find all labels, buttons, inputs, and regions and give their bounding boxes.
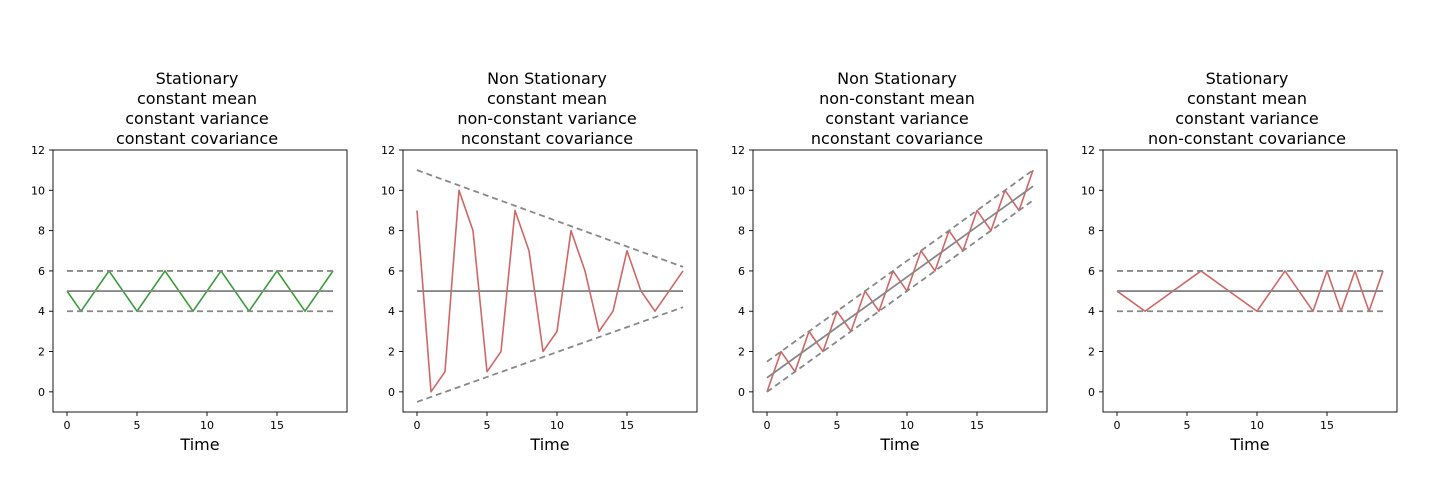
y-tick-label: 0	[388, 386, 395, 399]
chart-title-line: constant mean	[487, 89, 607, 108]
chart-title-line: Stationary	[156, 69, 239, 88]
x-axis-label: Time	[1229, 435, 1269, 454]
x-tick-label: 5	[134, 419, 141, 432]
chart-title-line: constant mean	[1187, 89, 1307, 108]
x-tick-label: 10	[200, 419, 214, 432]
y-tick-label: 0	[1088, 386, 1095, 399]
axes-frame	[402, 149, 698, 413]
chart-title-line: constant variance	[125, 109, 269, 128]
lower-bound-line	[766, 199, 1034, 393]
chart-title-line: non-constant variance	[457, 109, 636, 128]
y-tick-label: 10	[381, 184, 395, 197]
x-axis-label: Time	[529, 435, 569, 454]
y-tick-label: 4	[1088, 305, 1095, 318]
y-tick-label: 0	[38, 386, 45, 399]
upper-bound-line	[416, 169, 684, 268]
plot-area	[416, 169, 684, 403]
series-line	[416, 189, 684, 393]
y-tick-label: 12	[1081, 144, 1095, 157]
y-tick-label: 12	[731, 144, 745, 157]
y-tick-label: 10	[31, 184, 45, 197]
x-tick-label: 5	[834, 419, 841, 432]
upper-bound-line	[766, 169, 1034, 363]
x-tick-label: 15	[270, 419, 284, 432]
y-tick-label: 2	[738, 346, 745, 359]
chart-title-line: Stationary	[1206, 69, 1289, 88]
x-tick-label: 10	[550, 419, 564, 432]
y-tick-label: 8	[1088, 225, 1095, 238]
y-tick-label: 12	[31, 144, 45, 157]
y-tick-label: 4	[738, 305, 745, 318]
axes-frame	[52, 149, 348, 413]
y-tick-label: 12	[381, 144, 395, 157]
y-tick-label: 10	[1081, 184, 1095, 197]
x-tick-label: 15	[1320, 419, 1334, 432]
y-tick-label: 8	[38, 225, 45, 238]
chart-title-line: constant covariance	[116, 129, 278, 148]
plot-area	[66, 270, 334, 313]
x-tick-label: 5	[1184, 419, 1191, 432]
chart-title-line: nconstant covariance	[461, 129, 633, 148]
axes-frame	[752, 149, 1048, 413]
chart-title-line: constant mean	[137, 89, 257, 108]
x-tick-label: 15	[620, 419, 634, 432]
chart-title-line: constant variance	[825, 109, 969, 128]
series-line	[66, 270, 334, 313]
chart-title-line: constant variance	[1175, 109, 1319, 128]
x-tick-label: 5	[484, 419, 491, 432]
y-tick-label: 0	[738, 386, 745, 399]
x-tick-label: 0	[414, 419, 421, 432]
y-tick-label: 6	[738, 265, 745, 278]
y-tick-label: 2	[388, 346, 395, 359]
x-axis-label: Time	[879, 435, 919, 454]
y-tick-label: 8	[738, 225, 745, 238]
chart-title-line: Non Stationary	[837, 69, 957, 88]
chart-title-line: non-constant mean	[819, 89, 975, 108]
mean-line	[766, 185, 1034, 379]
y-tick-label: 4	[388, 305, 395, 318]
lower-bound-line	[416, 306, 684, 403]
y-tick-label: 6	[1088, 265, 1095, 278]
y-tick-label: 10	[731, 184, 745, 197]
y-tick-label: 8	[388, 225, 395, 238]
y-tick-label: 2	[38, 346, 45, 359]
y-tick-label: 6	[38, 265, 45, 278]
plot-area	[766, 169, 1034, 393]
plot-area	[1116, 270, 1384, 313]
x-tick-label: 15	[970, 419, 984, 432]
y-tick-label: 6	[388, 265, 395, 278]
y-tick-label: 2	[1088, 346, 1095, 359]
axes-frame	[1102, 149, 1398, 413]
x-tick-label: 10	[1250, 419, 1264, 432]
chart-title-line: nconstant covariance	[811, 129, 983, 148]
x-tick-label: 10	[900, 419, 914, 432]
x-axis-label: Time	[179, 435, 219, 454]
x-tick-label: 0	[1114, 419, 1121, 432]
y-tick-label: 4	[38, 305, 45, 318]
chart-title-line: Non Stationary	[487, 69, 607, 88]
x-tick-label: 0	[64, 419, 71, 432]
chart-title-line: non-constant covariance	[1148, 129, 1346, 148]
x-tick-label: 0	[764, 419, 771, 432]
